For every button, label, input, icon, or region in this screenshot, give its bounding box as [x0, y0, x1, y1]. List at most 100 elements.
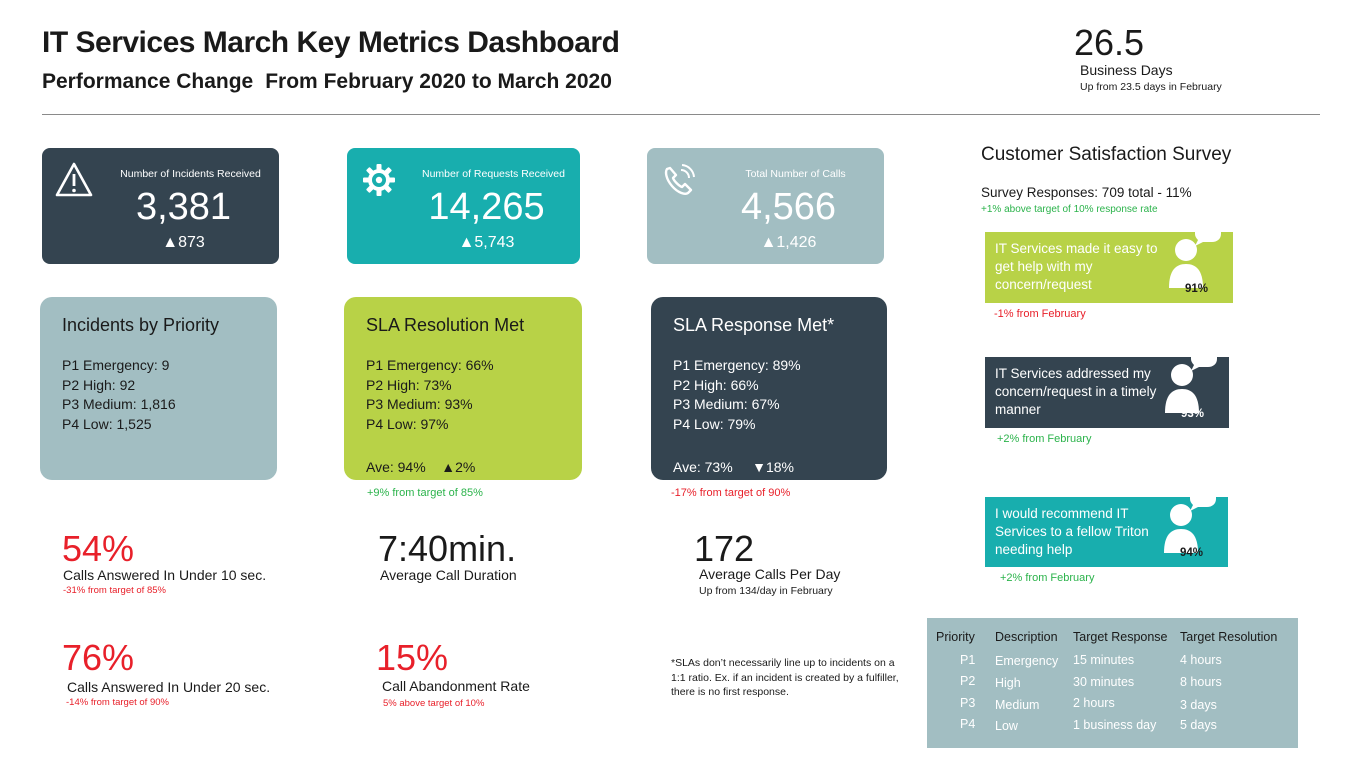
sla-response-title: SLA Response Met* [673, 315, 835, 335]
table-header-target-resolution: Target Resolution [1180, 630, 1278, 644]
sla-response-card: SLA Response Met* P1 Emergency: 89% P2 H… [651, 297, 887, 480]
table-cell: 30 minutes [1073, 675, 1135, 689]
survey-title: Customer Satisfaction Survey [981, 144, 1232, 165]
sla-response-ave-delta: ▼18% [752, 459, 795, 475]
calls-kpi-label: Total Number of Calls [745, 168, 846, 180]
table-cell: P1 [960, 653, 976, 667]
business-days-label: Business Days [1080, 62, 1173, 78]
survey-item-change: +2% from February [1000, 572, 1095, 584]
calls-kpi-delta: ▲1,426 [760, 234, 817, 251]
person-speech-icon [1165, 349, 1217, 413]
phone-icon [664, 164, 695, 195]
priority-line: P2 High: 92 [62, 376, 136, 393]
table-cell: 3 days [1180, 698, 1217, 712]
sla-footnote: *SLAs don’t necessarily line up to incid… [671, 657, 899, 698]
survey-item-text: IT Services addressed my concern/request… [995, 366, 1157, 417]
average-call-duration-label: Average Call Duration [380, 567, 517, 583]
page-title: IT Services March Key Metrics Dashboard [42, 26, 620, 59]
subtitle-performance: Performance Change [42, 70, 254, 93]
table-cell: 4 hours [1180, 653, 1222, 667]
sla-response-line: P4 Low: 79% [673, 415, 756, 432]
calls-under-20-value: 76% [62, 637, 135, 678]
requests-kpi-value: 14,265 [428, 186, 545, 228]
sla-resolution-line: P2 High: 73% [366, 376, 452, 393]
gear-icon [363, 164, 395, 196]
calls-kpi-tile: Total Number of Calls 4,566 ▲1,426 [647, 148, 884, 264]
table-cell: 1 business day [1073, 718, 1157, 732]
incidents-kpi-value: 3,381 [135, 186, 232, 228]
sla-resolution-card: SLA Resolution Met P1 Emergency: 66% P2 … [344, 297, 582, 480]
requests-kpi-label: Number of Requests Received [422, 168, 565, 180]
average-call-duration-value: 7:40min. [378, 528, 517, 569]
sla-response-line: P3 Medium: 67% [673, 396, 780, 412]
table-cell: High [995, 676, 1021, 690]
business-days-value: 26.5 [1074, 22, 1145, 63]
warning-triangle-icon [55, 162, 93, 197]
calls-under-10-value: 54% [62, 528, 135, 569]
survey-item-text: IT Services made it easy to get help wit… [995, 241, 1158, 292]
person-speech-icon [1164, 489, 1216, 553]
header-divider [42, 114, 1320, 115]
call-abandonment-note: 5% above target of 10% [383, 698, 485, 709]
table-header-target-response: Target Response [1073, 630, 1168, 644]
sla-response-ave-value: Ave: 73% [673, 459, 733, 475]
priority-line: P4 Low: 1,525 [62, 415, 152, 432]
calls-kpi-value: 4,566 [740, 186, 837, 228]
survey-responses: Survey Responses: 709 total - 11% [981, 185, 1192, 200]
priority-targets-table: Priority Description Target Response Tar… [927, 618, 1298, 748]
calls-under-20-label: Calls Answered In Under 20 sec. [67, 679, 271, 695]
survey-item-change: +2% from February [997, 433, 1092, 445]
calls-under-10-note: -31% from target of 85% [63, 585, 166, 596]
table-cell: P4 [960, 717, 976, 731]
sla-resolution-target-note: +9% from target of 85% [367, 487, 483, 499]
sla-resolution-ave-delta: ▲2% [441, 459, 476, 475]
requests-kpi-delta: ▲5,743 [458, 234, 515, 251]
survey-response-note: +1% above target of 10% response rate [981, 204, 1158, 215]
calls-under-10-label: Calls Answered In Under 10 sec. [63, 567, 267, 583]
business-days-note: Up from 23.5 days in February [1080, 81, 1222, 93]
calls-per-day-label: Average Calls Per Day [699, 566, 841, 582]
survey-item-timely: IT Services addressed my concern/request… [985, 349, 1229, 428]
table-header-description: Description [995, 630, 1058, 644]
calls-per-day-note: Up from 134/day in February [699, 585, 833, 597]
incidents-kpi-label: Number of Incidents Received [120, 168, 261, 180]
table-cell: 2 hours [1073, 696, 1115, 710]
incidents-kpi-delta: ▲873 [162, 234, 205, 251]
table-cell: Medium [995, 698, 1040, 712]
priority-line: P3 Medium: 1,816 [62, 396, 176, 412]
table-header-priority: Priority [936, 630, 975, 644]
table-cell: 5 days [1180, 718, 1217, 732]
sla-response-line: P2 High: 66% [673, 376, 759, 393]
sla-resolution-ave-value: Ave: 94% [366, 459, 426, 475]
incidents-by-priority-title: Incidents by Priority [62, 315, 220, 335]
sla-response-average: Ave: 73% ▼18% [673, 459, 794, 475]
survey-item-percent: 93% [1180, 408, 1204, 420]
sla-resolution-line: P1 Emergency: 66% [366, 357, 494, 373]
survey-item-easy-help: IT Services made it easy to get help wit… [985, 224, 1233, 303]
sla-resolution-line: P4 Low: 97% [366, 415, 449, 432]
survey-item-text: I would recommend IT Services to a fello… [995, 506, 1149, 557]
sla-response-target-note: -17% from target of 90% [671, 487, 791, 499]
sla-response-line: P1 Emergency: 89% [673, 357, 801, 373]
table-cell: P2 [960, 674, 976, 688]
requests-kpi-tile: Number of Requests Received 14,265 ▲5,74… [347, 148, 580, 264]
survey-item-recommend: I would recommend IT Services to a fello… [985, 489, 1228, 567]
incidents-by-priority-card: Incidents by Priority P1 Emergency: 9 P2… [40, 297, 277, 480]
calls-under-20-note: -14% from target of 90% [66, 697, 169, 708]
subtitle-period: From February 2020 to March 2020 [265, 70, 612, 93]
table-cell: Emergency [995, 654, 1059, 668]
table-cell: Low [995, 719, 1018, 733]
table-cell: 15 minutes [1073, 653, 1135, 667]
table-cell: 8 hours [1180, 675, 1222, 689]
sla-resolution-line: P3 Medium: 93% [366, 396, 473, 412]
survey-item-percent: 91% [1184, 283, 1208, 295]
call-abandonment-value: 15% [376, 637, 449, 678]
page-subtitle: Performance Change From February 2020 to … [42, 70, 624, 94]
priority-line: P1 Emergency: 9 [62, 357, 170, 373]
incidents-kpi-tile: Number of Incidents Received 3,381 ▲873 [42, 148, 279, 264]
sla-resolution-average: Ave: 94% ▲2% [366, 459, 475, 475]
survey-item-change: -1% from February [994, 308, 1086, 320]
calls-per-day-value: 172 [694, 528, 755, 569]
table-cell: P3 [960, 696, 976, 710]
sla-resolution-title: SLA Resolution Met [366, 315, 525, 335]
